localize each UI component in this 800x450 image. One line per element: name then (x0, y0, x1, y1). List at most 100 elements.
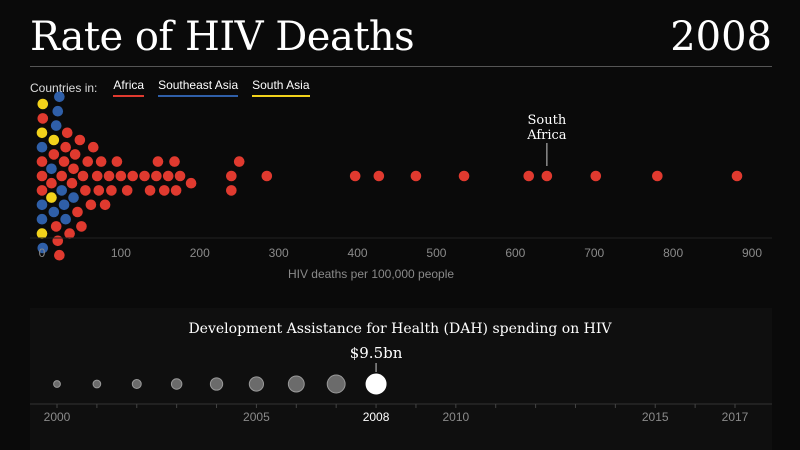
data-point-southeast-asia[interactable] (60, 213, 71, 225)
x-tick-label: 600 (505, 246, 525, 260)
data-point-africa[interactable] (170, 185, 182, 196)
x-tick-label: 400 (348, 246, 368, 260)
legend-item-africa[interactable]: Africa (113, 78, 145, 97)
data-point-southeast-asia[interactable] (36, 213, 48, 225)
data-point-southeast-asia[interactable] (36, 141, 48, 153)
data-point-africa[interactable] (410, 170, 422, 182)
data-point-africa[interactable] (60, 141, 71, 153)
x-tick-label: 800 (663, 246, 683, 260)
data-point-south-asia[interactable] (46, 192, 57, 203)
data-point-africa[interactable] (64, 228, 75, 239)
data-point-africa[interactable] (731, 170, 743, 182)
data-point-africa[interactable] (261, 170, 273, 182)
data-point-africa[interactable] (48, 149, 60, 160)
data-point-africa[interactable] (74, 134, 86, 146)
data-point-africa[interactable] (36, 170, 48, 182)
data-point-africa[interactable] (52, 235, 64, 247)
dah-bubble[interactable] (248, 376, 265, 392)
data-point-africa[interactable] (58, 156, 70, 167)
data-point-africa[interactable] (127, 170, 139, 182)
data-point-africa[interactable] (80, 185, 91, 196)
data-point-africa[interactable] (590, 170, 602, 182)
data-point-africa[interactable] (61, 127, 73, 139)
data-point-africa[interactable] (152, 156, 164, 167)
data-point-africa[interactable] (373, 170, 385, 182)
data-point-africa[interactable] (36, 185, 48, 196)
data-point-south-asia[interactable] (37, 98, 49, 110)
data-point-africa[interactable] (54, 249, 65, 261)
dah-bubble[interactable] (209, 377, 224, 391)
x-tick-label: 900 (742, 246, 762, 260)
data-point-southeast-asia[interactable] (48, 206, 60, 218)
dah-bubble[interactable] (326, 374, 346, 394)
dah-bubble[interactable] (287, 375, 305, 393)
data-point-africa[interactable] (541, 170, 553, 182)
data-point-southeast-asia[interactable] (46, 163, 57, 175)
dah-year-label[interactable]: 2000 (44, 410, 71, 424)
dah-bubble[interactable] (53, 380, 61, 388)
data-point-africa[interactable] (652, 170, 663, 182)
data-point-africa[interactable] (50, 221, 62, 232)
data-point-africa[interactable] (226, 170, 237, 182)
data-point-africa[interactable] (115, 170, 127, 182)
data-point-africa[interactable] (144, 185, 156, 196)
data-point-africa[interactable] (77, 170, 89, 182)
data-point-africa[interactable] (162, 170, 174, 182)
data-point-africa[interactable] (56, 170, 68, 182)
data-point-africa[interactable] (349, 170, 361, 182)
data-point-africa[interactable] (185, 177, 197, 189)
data-point-africa[interactable] (69, 149, 81, 160)
data-point-africa[interactable] (72, 206, 83, 218)
data-point-africa[interactable] (226, 185, 237, 196)
data-point-africa[interactable] (68, 163, 79, 175)
data-point-africa[interactable] (458, 170, 470, 182)
dah-bubble[interactable] (131, 379, 142, 389)
dah-year-label[interactable]: 2010 (442, 410, 469, 424)
dah-bubble[interactable] (170, 378, 183, 390)
data-point-south-asia[interactable] (48, 134, 60, 146)
data-point-southeast-asia[interactable] (37, 242, 49, 254)
data-point-africa[interactable] (174, 170, 186, 182)
data-point-africa[interactable] (169, 156, 180, 167)
data-point-africa[interactable] (36, 156, 48, 167)
data-point-africa[interactable] (103, 170, 115, 182)
data-point-africa[interactable] (233, 156, 245, 167)
data-point-africa[interactable] (87, 141, 99, 153)
data-point-africa[interactable] (106, 185, 117, 196)
dah-year-label[interactable]: 2008 (363, 410, 390, 424)
legend-label: Countries in: (30, 80, 98, 95)
data-point-southeast-asia[interactable] (68, 192, 79, 203)
data-point-africa[interactable] (93, 185, 105, 196)
data-point-africa[interactable] (66, 177, 78, 189)
data-point-africa[interactable] (91, 170, 103, 182)
data-point-southeast-asia[interactable] (52, 105, 64, 117)
dah-year-label[interactable]: 2017 (722, 410, 749, 424)
legend-item-south-asia[interactable]: South Asia (252, 78, 310, 97)
data-point-south-asia[interactable] (36, 228, 48, 239)
data-point-africa[interactable] (99, 199, 111, 211)
data-point-africa[interactable] (46, 177, 57, 189)
data-point-africa[interactable] (523, 170, 535, 182)
data-point-africa[interactable] (82, 156, 94, 167)
data-point-africa[interactable] (37, 113, 49, 124)
data-point-africa[interactable] (76, 221, 87, 232)
data-point-southeast-asia[interactable] (56, 185, 68, 196)
data-point-africa[interactable] (139, 170, 150, 182)
dah-bubble[interactable] (92, 379, 102, 389)
dah-year-label[interactable]: 2015 (642, 410, 669, 424)
data-point-africa[interactable] (95, 156, 107, 167)
data-point-africa[interactable] (158, 185, 170, 196)
data-point-africa[interactable] (151, 170, 162, 182)
data-point-southeast-asia[interactable] (54, 91, 65, 103)
legend-item-southeast-asia[interactable]: Southeast Asia (158, 78, 239, 97)
data-point-africa[interactable] (111, 156, 123, 167)
data-point-africa[interactable] (121, 185, 133, 196)
dah-bubble-highlight[interactable] (365, 373, 387, 395)
data-point-southeast-asia[interactable] (36, 199, 48, 211)
data-point-south-asia[interactable] (36, 127, 48, 139)
data-point-africa[interactable] (85, 199, 97, 211)
data-point-southeast-asia[interactable] (50, 120, 62, 131)
dah-year-label[interactable]: 2005 (243, 410, 270, 424)
data-point-southeast-asia[interactable] (58, 199, 70, 211)
